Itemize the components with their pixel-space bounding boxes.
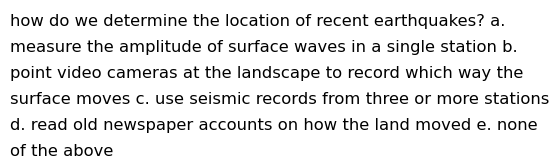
Text: measure the amplitude of surface waves in a single station b.: measure the amplitude of surface waves i… [10, 40, 518, 55]
Text: surface moves c. use seismic records from three or more stations: surface moves c. use seismic records fro… [10, 92, 550, 107]
Text: point video cameras at the landscape to record which way the: point video cameras at the landscape to … [10, 66, 523, 81]
Text: d. read old newspaper accounts on how the land moved e. none: d. read old newspaper accounts on how th… [10, 118, 537, 133]
Text: how do we determine the location of recent earthquakes? a.: how do we determine the location of rece… [10, 14, 506, 29]
Text: of the above: of the above [10, 144, 113, 159]
